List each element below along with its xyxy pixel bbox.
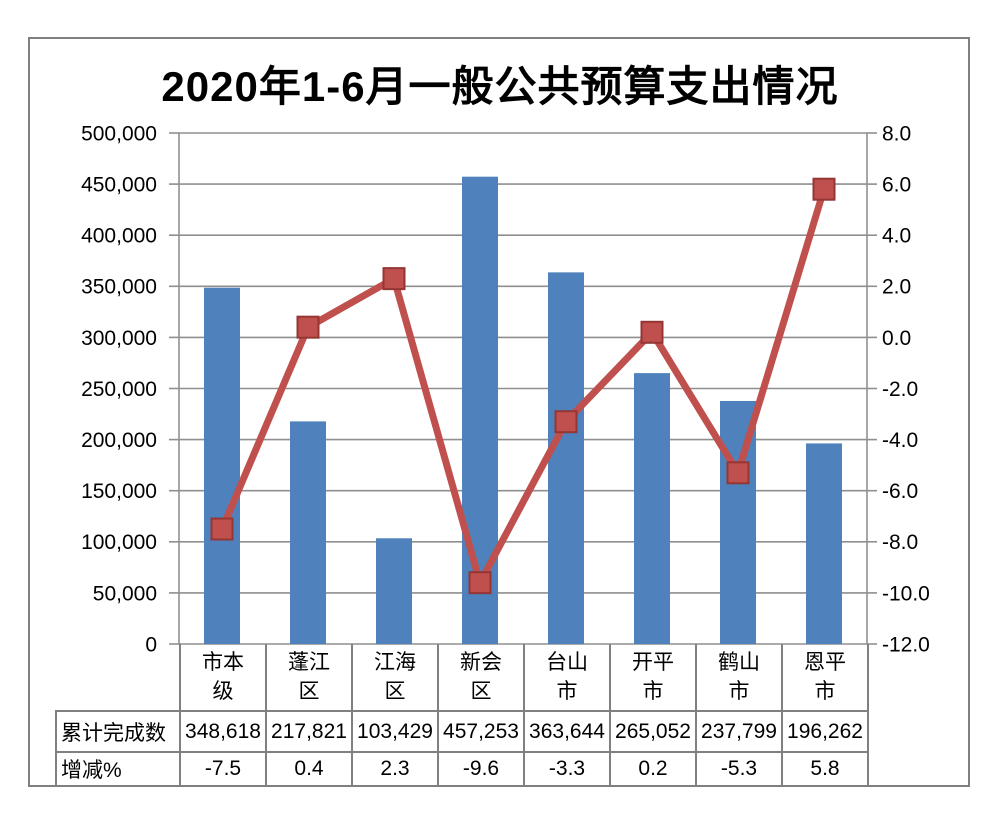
left-axis-label: 450,000 xyxy=(81,173,157,196)
category-label-江海区: 江海 区 xyxy=(353,644,439,710)
category-label-台山市: 台山 市 xyxy=(525,644,611,710)
chart-frame xyxy=(28,37,970,787)
table-row: 累计完成数 348,618 217,821 103,429 457,253 363,644… xyxy=(57,712,869,753)
bar-恩平市 xyxy=(806,443,842,644)
category-axis-row: 市本 级蓬江 区江海 区新会 区台山 市开平 市鹤山 市恩平 市 xyxy=(179,644,869,710)
table-cell-江海区: 2.3 xyxy=(353,753,439,785)
right-axis-label: -10.0 xyxy=(882,582,930,605)
left-axis-label: 100,000 xyxy=(81,531,157,554)
left-axis-label: 50,000 xyxy=(93,582,157,605)
left-axis-label: 200,000 xyxy=(81,429,157,452)
table-cell-蓬江区: 0.4 xyxy=(267,753,353,785)
left-axis-label: 250,000 xyxy=(81,378,157,401)
line-marker-鹤山市 xyxy=(726,461,750,485)
line-marker-市本级 xyxy=(210,517,234,541)
bar-市本级 xyxy=(204,287,240,644)
table-cell-台山市: -3.3 xyxy=(525,753,611,785)
line-marker-江海区 xyxy=(382,267,406,291)
line-marker-新会区 xyxy=(468,571,492,595)
category-label-鹤山市: 鹤山 市 xyxy=(697,644,783,710)
right-axis-label: 6.0 xyxy=(882,173,911,196)
line-marker-开平市 xyxy=(640,320,664,344)
category-label-新会区: 新会 区 xyxy=(439,644,525,710)
left-axis-label: 500,000 xyxy=(81,122,157,145)
table-cell-台山市: 363,644 xyxy=(525,712,611,751)
line-marker-恩平市 xyxy=(812,177,836,201)
line-marker-台山市 xyxy=(554,410,578,434)
right-axis-label: 8.0 xyxy=(882,122,911,145)
chart-title: 2020年1-6月一般公共预算支出情况 xyxy=(161,63,839,110)
bar-蓬江区 xyxy=(290,421,326,644)
category-label-市本级: 市本 级 xyxy=(181,644,267,710)
table-cell-鹤山市: 237,799 xyxy=(697,712,783,751)
right-axis-label: -4.0 xyxy=(882,429,918,452)
right-axis-label: -8.0 xyxy=(882,531,918,554)
table-cell-新会区: 457,253 xyxy=(439,712,525,751)
table-cell-江海区: 103,429 xyxy=(353,712,439,751)
table-cell-开平市: 265,052 xyxy=(611,712,697,751)
table-cell-市本级: 348,618 xyxy=(181,712,267,751)
data-table: 累计完成数 348,618 217,821 103,429 457,253 363,644… xyxy=(55,710,869,787)
category-label-蓬江区: 蓬江 区 xyxy=(267,644,353,710)
table-cell-开平市: 0.2 xyxy=(611,753,697,785)
category-label-开平市: 开平 市 xyxy=(611,644,697,710)
left-axis-label: 0 xyxy=(145,633,157,656)
line-series xyxy=(218,188,828,587)
bar-江海区 xyxy=(376,538,412,644)
right-axis-label: 4.0 xyxy=(882,225,911,248)
left-axis-label: 350,000 xyxy=(81,276,157,299)
table-row: 增减% -7.5 0.4 2.3 -9.6 -3.3 0.2 -5.3 5.8 xyxy=(57,753,869,785)
table-cell-新会区: -9.6 xyxy=(439,753,525,785)
left-axis-label: 400,000 xyxy=(81,225,157,248)
right-axis-label: 0.0 xyxy=(882,327,911,350)
bar-台山市 xyxy=(548,272,584,644)
bar-开平市 xyxy=(634,373,670,644)
table-cell-恩平市: 5.8 xyxy=(783,753,869,785)
category-label-恩平市: 恩平 市 xyxy=(783,644,869,710)
table-cell-市本级: -7.5 xyxy=(181,753,267,785)
right-axis-label: -2.0 xyxy=(882,378,918,401)
table-row-label: 累计完成数 xyxy=(57,712,181,751)
table-cell-鹤山市: -5.3 xyxy=(697,753,783,785)
table-cell-恩平市: 196,262 xyxy=(783,712,869,751)
table-cell-蓬江区: 217,821 xyxy=(267,712,353,751)
right-axis-label: -6.0 xyxy=(882,480,918,503)
left-axis-label: 150,000 xyxy=(81,480,157,503)
right-axis-label: -12.0 xyxy=(882,633,930,656)
table-row-label: 增减% xyxy=(57,753,181,785)
right-axis-label: 2.0 xyxy=(882,276,911,299)
line-marker-蓬江区 xyxy=(296,315,320,339)
left-axis-label: 300,000 xyxy=(81,327,157,350)
